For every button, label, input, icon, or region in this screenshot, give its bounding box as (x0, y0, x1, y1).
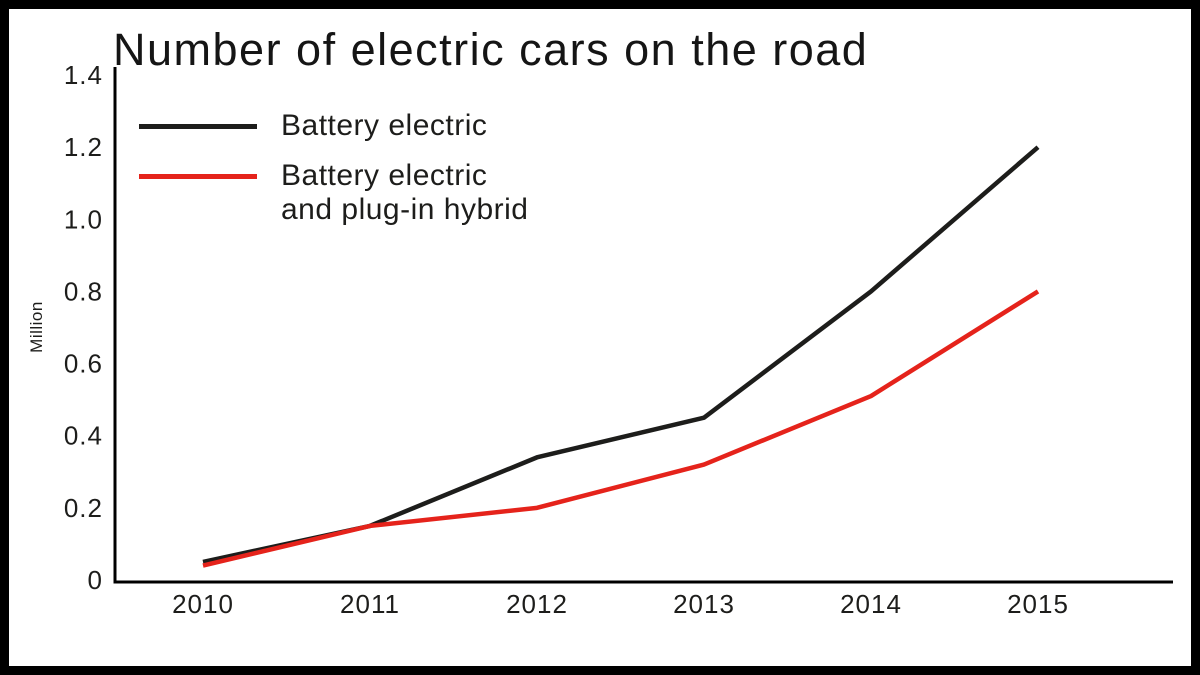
chart-page: Number of electric cars on the road Mill… (9, 9, 1191, 666)
y-tick-label: 1.4 (64, 60, 103, 90)
x-tick-label: 2014 (840, 589, 902, 619)
x-tick-label: 2011 (340, 589, 400, 619)
x-tick-label: 2010 (172, 589, 234, 619)
legend-item-battery-electric: Battery electric (139, 109, 529, 143)
chart-title: Number of electric cars on the road (113, 24, 869, 75)
y-tick-label: 0.8 (64, 276, 103, 306)
y-tick-label: 0 (88, 565, 103, 595)
series-line-1 (202, 289, 1040, 568)
legend-item-battery-electric-and-plug-in-hybrid: Battery electric and plug-in hybrid (139, 159, 529, 227)
y-tick-label: 1.0 (64, 204, 103, 234)
x-tick-label: 2015 (1007, 589, 1069, 619)
legend-label: Battery electric (281, 109, 488, 142)
y-tick-label: 0.4 (64, 421, 103, 451)
legend-line-swatch-black (139, 124, 257, 129)
y-tick-label: 0.6 (64, 349, 103, 379)
legend: Battery electric Battery electric and pl… (139, 109, 529, 227)
x-tick-label: 2013 (673, 589, 735, 619)
chart-canvas: 0 0.2 0.4 0.6 0.8 1.0 1.2 1.4 2010 2011 2012 2013 20… (64, 60, 1173, 619)
y-tick-label: 0.2 (64, 493, 103, 523)
legend-label: Battery electric and plug-in hybrid (281, 159, 529, 226)
axis-lines (113, 67, 1173, 584)
legend-line-swatch-red (139, 174, 257, 179)
y-tick-label: 1.2 (64, 132, 103, 162)
x-tick-label: 2012 (506, 589, 568, 619)
